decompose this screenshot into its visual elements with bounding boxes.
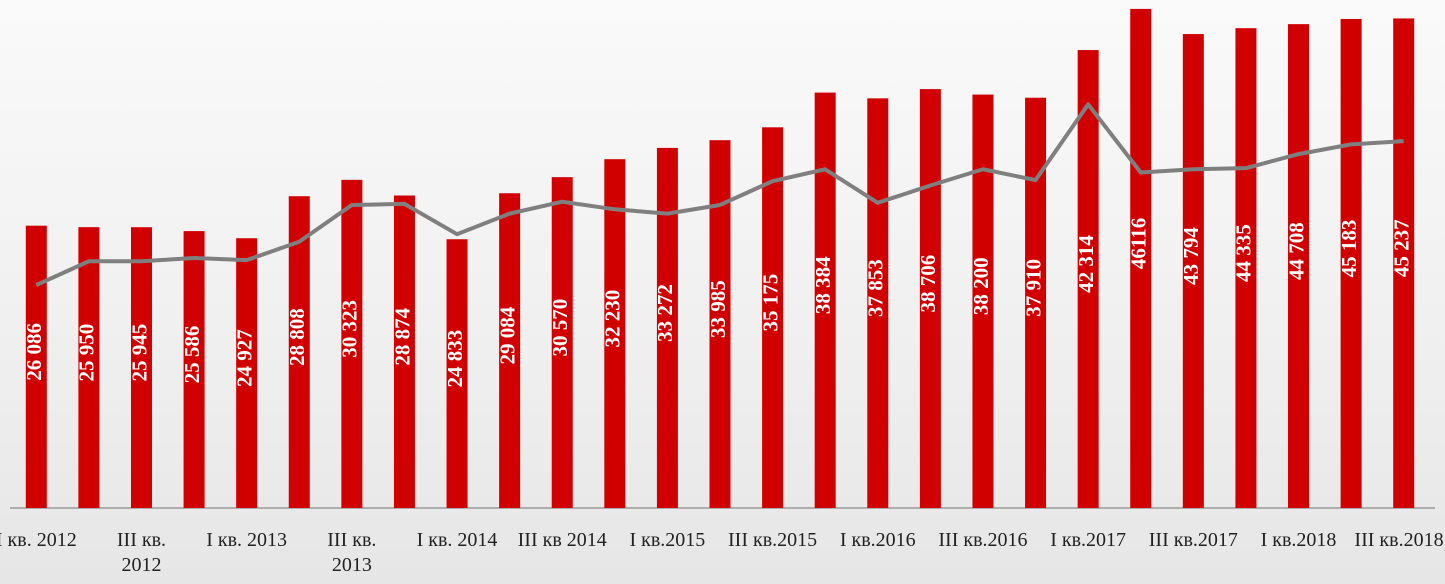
x-tick-label: III кв.2018 <box>1353 528 1445 553</box>
value-label: 28 808 <box>285 308 309 366</box>
value-label: 38 706 <box>916 255 940 313</box>
value-label: 37 910 <box>1021 259 1045 317</box>
value-label: 24 833 <box>443 330 467 388</box>
value-label: 33 272 <box>653 284 677 342</box>
x-tick-label: I кв. 2012 <box>0 528 82 553</box>
x-tick-label: I кв. 2013 <box>201 528 293 553</box>
value-label: 25 586 <box>180 326 204 384</box>
chart: 26 086 25 950 25 945 25 586 24 927 28 808 30 3… <box>0 0 1445 584</box>
x-tick-label: III кв.2015 <box>727 528 819 553</box>
value-label: 25 945 <box>127 324 151 382</box>
value-label: 28 874 <box>390 307 414 365</box>
x-tick-label: I кв.2015 <box>621 528 713 553</box>
x-tick-label: III кв.2016 <box>937 528 1029 553</box>
x-tick-label: III кв. 2013 <box>306 528 398 578</box>
value-label: 45 183 <box>1337 220 1361 278</box>
x-tick-label: I кв.2017 <box>1042 528 1134 553</box>
value-label: 32 230 <box>601 290 625 348</box>
value-label: 30 323 <box>338 300 362 358</box>
value-label: 38 384 <box>811 256 835 314</box>
value-label: 24 927 <box>232 329 256 387</box>
value-label: 35 175 <box>758 274 782 332</box>
plot: 26 086 25 950 25 945 25 586 24 927 28 808 30 3… <box>0 0 1445 584</box>
value-label: 37 853 <box>864 259 888 317</box>
value-label: 26 086 <box>22 323 46 381</box>
x-tick-label: I кв.2016 <box>832 528 924 553</box>
value-label: 38 200 <box>969 257 993 315</box>
x-tick-label: I кв.2018 <box>1253 528 1345 553</box>
value-label: 25 950 <box>75 324 99 382</box>
x-tick-label: III кв 2014 <box>516 528 608 553</box>
x-tick-label: III кв. 2012 <box>95 528 187 578</box>
x-tick-label: III кв.2017 <box>1147 528 1239 553</box>
value-label: 44 335 <box>1232 224 1256 282</box>
x-tick-label: I кв. 2014 <box>411 528 503 553</box>
value-label: 30 570 <box>548 299 572 357</box>
value-label: 44 708 <box>1284 222 1308 280</box>
value-label: 45 237 <box>1390 219 1414 277</box>
value-label: 42 314 <box>1074 235 1098 293</box>
value-label: 33 985 <box>706 280 730 338</box>
value-label: 46116 <box>1127 218 1151 269</box>
value-label: 43 794 <box>1179 227 1203 285</box>
value-label: 29 084 <box>495 306 519 364</box>
